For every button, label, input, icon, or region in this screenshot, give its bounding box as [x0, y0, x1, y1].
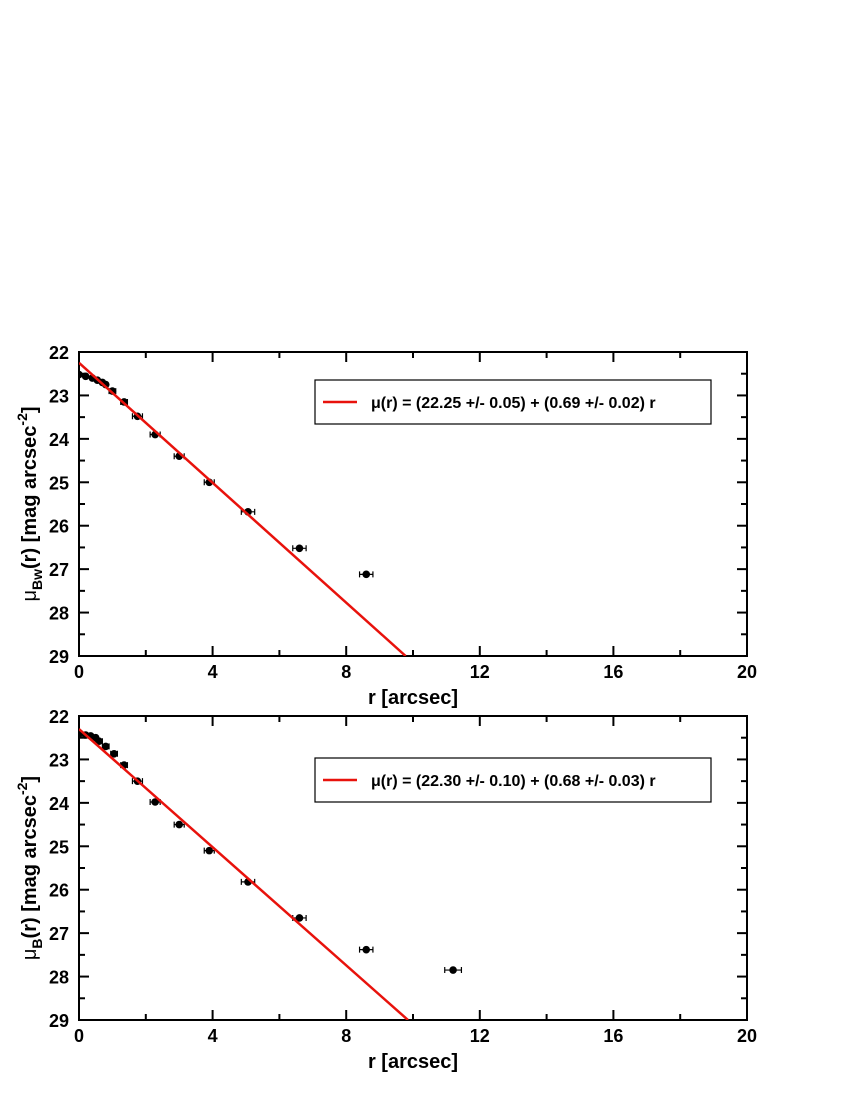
y-tick-label: 22 — [49, 707, 69, 727]
x-tick-label: 20 — [737, 1026, 757, 1046]
data-point — [449, 966, 457, 974]
x-tick-label: 12 — [470, 662, 490, 682]
y-tick-label: 22 — [49, 343, 69, 363]
fit-line — [79, 728, 409, 1020]
y-label-end: ] — [19, 406, 41, 413]
y-tick-label: 24 — [49, 794, 69, 814]
legend-label: μ(r) = (22.25 +/- 0.05) + (0.69 +/- 0.02… — [371, 395, 656, 412]
x-tick-label: 16 — [603, 1026, 623, 1046]
x-tick-label: 0 — [74, 1026, 84, 1046]
y-tick-label: 25 — [49, 473, 69, 493]
plot-frame — [78, 715, 748, 1021]
fit-line — [79, 361, 407, 656]
x-tick-label: 4 — [208, 662, 218, 682]
legend-box — [314, 757, 712, 803]
y-tick-label: 28 — [49, 968, 69, 988]
x-axis-label: r [arcsec] — [368, 1051, 458, 1073]
legend-label: μ(r) = (22.30 +/- 0.10) + (0.68 +/- 0.03… — [371, 773, 656, 790]
y-tick-label: 29 — [49, 1011, 69, 1031]
y-label-sup: -2 — [14, 413, 30, 426]
panel: 0 4 8 12 16 20 22 23 24 25 26 27 28 29 r [arcsec] μB(r)… — [14, 707, 757, 1073]
y-label-mu: μ — [19, 590, 41, 602]
data-point — [205, 846, 214, 855]
y-tick-label: 26 — [49, 517, 69, 537]
x-tick-label: 20 — [737, 662, 757, 682]
x-tick-label: 12 — [470, 1026, 490, 1046]
y-tick-label: 23 — [49, 386, 69, 406]
data-point — [295, 544, 304, 553]
y-axis-label: μBw(r) [mag arcsec-2] — [14, 406, 45, 601]
y-label-sub: Bw — [29, 569, 45, 590]
data-point — [101, 742, 110, 751]
data-point — [151, 798, 159, 806]
y-tick-label: 27 — [49, 560, 69, 580]
data-point — [362, 945, 371, 954]
x-axis-label: r [arcsec] — [368, 687, 458, 709]
legend-box — [314, 379, 712, 425]
y-label-sup: -2 — [14, 782, 30, 795]
x-tick-label: 8 — [341, 662, 351, 682]
y-label-mid: (r) [mag arcsec — [19, 426, 41, 569]
y-label-end: ] — [19, 776, 41, 783]
data-point — [79, 370, 83, 379]
data-point — [175, 820, 183, 829]
x-tick-label: 0 — [74, 662, 84, 682]
data-point — [362, 570, 371, 579]
y-axis-label: μB(r) [mag arcsec-2] — [14, 776, 45, 960]
data-point — [295, 914, 304, 922]
x-tick-label: 16 — [603, 662, 623, 682]
x-tick-label: 4 — [208, 1026, 218, 1046]
y-tick-label: 23 — [49, 750, 69, 770]
y-tick-label: 28 — [49, 604, 69, 624]
x-tick-label: 8 — [341, 1026, 351, 1046]
plot-frame — [78, 351, 748, 657]
y-label-sub: B — [29, 938, 45, 948]
data-point — [110, 749, 118, 758]
y-tick-label: 24 — [49, 430, 69, 450]
y-tick-label: 27 — [49, 924, 69, 944]
y-tick-label: 26 — [49, 881, 69, 901]
y-label-mid: (r) [mag arcsec — [19, 795, 41, 938]
data-point — [81, 372, 90, 381]
data-point — [95, 737, 103, 745]
panel: 0 4 8 12 16 20 22 23 24 25 26 27 28 29 r [arcsec] μBw(r… — [14, 343, 757, 709]
y-label-mu: μ — [19, 949, 41, 961]
y-tick-label: 29 — [49, 647, 69, 667]
y-tick-label: 25 — [49, 837, 69, 857]
